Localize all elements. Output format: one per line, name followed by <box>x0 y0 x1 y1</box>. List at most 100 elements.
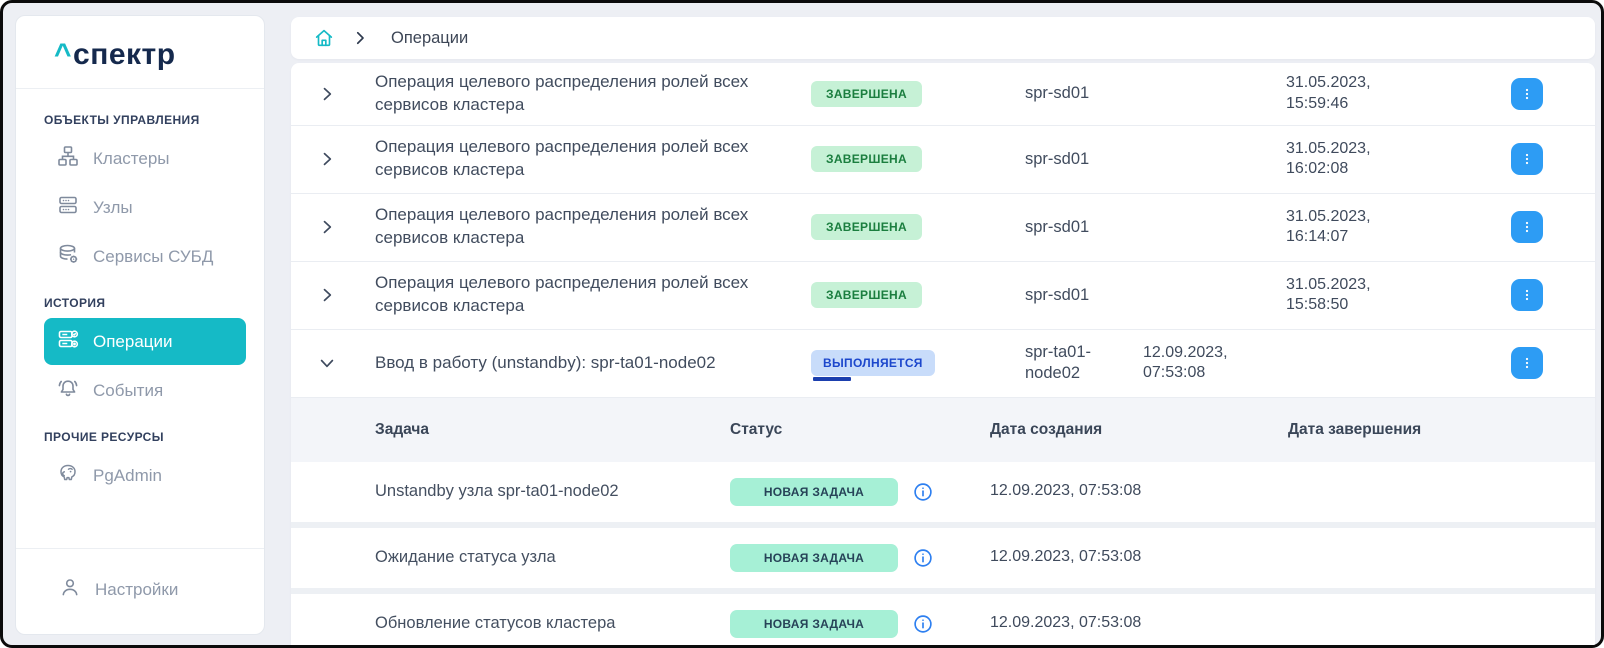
sidebar-item-events[interactable]: События <box>44 367 246 414</box>
kebab-menu-button[interactable] <box>1511 211 1543 244</box>
main-content: Операции Операция целевого распределения… <box>291 17 1595 645</box>
task-row: Обновление статусов кластера НОВАЯ ЗАДАЧ… <box>291 593 1595 645</box>
operation-name: Операция целевого распределения ролей вс… <box>375 137 749 180</box>
events-icon <box>56 376 80 405</box>
clusters-icon <box>56 144 80 173</box>
breadcrumb-current: Операции <box>391 28 469 47</box>
operation-status-cell: ВЫПОЛНЯЕТСЯ <box>811 350 1025 382</box>
tasks-table-header: Задача Статус Дата создания Дата заверше… <box>291 397 1595 462</box>
status-badge: ВЫПОЛНЯЕТСЯ <box>811 350 935 377</box>
info-icon[interactable] <box>912 613 934 635</box>
status-badge: ЗАВЕРШЕНА <box>811 214 922 241</box>
db-services-icon <box>56 242 80 271</box>
task-row-separator <box>291 587 1595 594</box>
kebab-menu-button[interactable] <box>1511 279 1543 312</box>
task-row-separator <box>291 521 1595 528</box>
operation-object: spr-sd01 <box>1025 84 1090 103</box>
tasks-header-task: Задача <box>375 420 430 438</box>
info-icon[interactable] <box>912 481 934 503</box>
operation-date-created <box>1143 217 1286 238</box>
pgadmin-icon <box>56 461 80 490</box>
expander-cell <box>291 283 375 307</box>
operation-object: spr-ta01-node02 <box>1025 342 1092 383</box>
task-row: Ожидание статуса узла НОВАЯ ЗАДАЧА 12.09… <box>291 527 1595 588</box>
operation-row: Операция целевого распределения ролей вс… <box>291 126 1595 194</box>
row-actions-cell <box>1501 279 1595 312</box>
user-icon <box>58 575 82 604</box>
expander-cell <box>291 82 375 106</box>
operation-status-cell: ЗАВЕРШЕНА <box>811 282 1025 309</box>
row-actions-cell <box>1501 347 1595 380</box>
operation-date-completed: 31.05.2023, 16:02:08 <box>1286 139 1371 178</box>
operation-date-completed <box>1286 353 1501 374</box>
operation-status-cell: ЗАВЕРШЕНА <box>811 80 1025 107</box>
operation-row: Операция целевого распределения ролей вс… <box>291 194 1595 262</box>
logo-text: спектр <box>73 38 176 71</box>
app-logo: ^спектр <box>16 16 264 89</box>
operation-name: Операция целевого распределения ролей вс… <box>375 205 749 248</box>
task-status-badge: НОВАЯ ЗАДАЧА <box>730 477 898 506</box>
status-badge: ЗАВЕРШЕНА <box>811 282 922 309</box>
sidebar-item-db-services[interactable]: Сервисы СУБД <box>44 233 246 280</box>
operation-status-cell: ЗАВЕРШЕНА <box>811 146 1025 173</box>
sidebar-item-label: Операции <box>93 331 173 351</box>
task-status-badge: НОВАЯ ЗАДАЧА <box>730 609 898 638</box>
operation-object: spr-sd01 <box>1025 217 1090 236</box>
operation-status-cell: ЗАВЕРШЕНА <box>811 214 1025 241</box>
status-badge: ЗАВЕРШЕНА <box>811 80 922 107</box>
sidebar-item-settings[interactable]: Настройки <box>58 575 264 604</box>
expander-cell <box>291 147 375 171</box>
sidebar-item-label: Настройки <box>95 579 179 599</box>
row-actions-cell <box>1501 77 1595 110</box>
operation-date-completed: 31.05.2023, 15:59:46 <box>1286 74 1371 112</box>
breadcrumb-separator-icon <box>351 29 369 47</box>
task-status-cell: НОВАЯ ЗАДАЧА <box>730 477 990 506</box>
sidebar-item-clusters[interactable]: Кластеры <box>44 135 246 182</box>
logo-caret: ^ <box>54 38 73 71</box>
tasks-header-completed: Дата завершения <box>1288 420 1422 438</box>
sidebar-item-label: Кластеры <box>93 148 170 168</box>
kebab-menu-button[interactable] <box>1511 347 1543 380</box>
kebab-menu-button[interactable] <box>1511 77 1543 110</box>
operation-object: spr-sd01 <box>1025 285 1090 304</box>
home-icon[interactable] <box>313 27 335 49</box>
sidebar-item-label: PgAdmin <box>93 465 162 485</box>
sidebar-nav: ОБЪЕКТЫ УПРАВЛЕНИЯ Кластеры <box>16 89 264 548</box>
kebab-menu-button[interactable] <box>1511 143 1543 176</box>
status-badge: ЗАВЕРШЕНА <box>811 146 922 173</box>
task-date-created: 12.09.2023, 07:53:08 <box>990 482 1142 500</box>
breadcrumb: Операции <box>291 17 1595 59</box>
operation-date-completed: 31.05.2023, 15:58:50 <box>1286 275 1371 314</box>
expander-icon[interactable] <box>315 283 339 307</box>
expander-cell <box>291 351 375 375</box>
sidebar-footer: Настройки <box>16 548 264 634</box>
sidebar-item-operations[interactable]: Операции <box>44 318 246 365</box>
expander-icon[interactable] <box>315 82 339 106</box>
operation-name: Ввод в работу (unstandby): spr-ta01-node… <box>375 352 716 372</box>
operation-name: Операция целевого распределения ролей вс… <box>375 273 749 316</box>
section-label-history: ИСТОРИЯ <box>44 296 106 310</box>
tasks-header-created: Дата создания <box>990 420 1103 438</box>
task-status-badge: НОВАЯ ЗАДАЧА <box>730 543 898 572</box>
expander-icon[interactable] <box>315 215 339 239</box>
operations-table: Операция целевого распределения ролей вс… <box>291 63 1595 645</box>
sidebar-item-pgadmin[interactable]: PgAdmin <box>44 452 246 499</box>
expander-icon[interactable] <box>315 147 339 171</box>
operation-date-completed: 31.05.2023, 16:14:07 <box>1286 207 1371 246</box>
operation-row: Операция целевого распределения ролей вс… <box>291 262 1595 330</box>
operation-date-created <box>1143 84 1286 105</box>
operation-row: Операция целевого распределения ролей вс… <box>291 63 1595 126</box>
sidebar: ^спектр ОБЪЕКТЫ УПРАВЛЕНИЯ Кластеры <box>15 15 265 635</box>
task-status-cell: НОВАЯ ЗАДАЧА <box>730 543 990 572</box>
task-date-created: 12.09.2023, 07:53:08 <box>990 548 1142 566</box>
expander-cell <box>291 215 375 239</box>
info-icon[interactable] <box>912 547 934 569</box>
tasks-table-body: Unstandby узла spr-ta01-node02 НОВАЯ ЗАД… <box>291 461 1595 645</box>
sidebar-item-nodes[interactable]: Узлы <box>44 184 246 231</box>
expander-icon[interactable] <box>315 351 339 375</box>
operation-object: spr-sd01 <box>1025 149 1090 168</box>
task-name: Unstandby узла spr-ta01-node02 <box>375 482 619 501</box>
sidebar-item-label: Узлы <box>93 197 133 217</box>
task-status-cell: НОВАЯ ЗАДАЧА <box>730 609 990 638</box>
